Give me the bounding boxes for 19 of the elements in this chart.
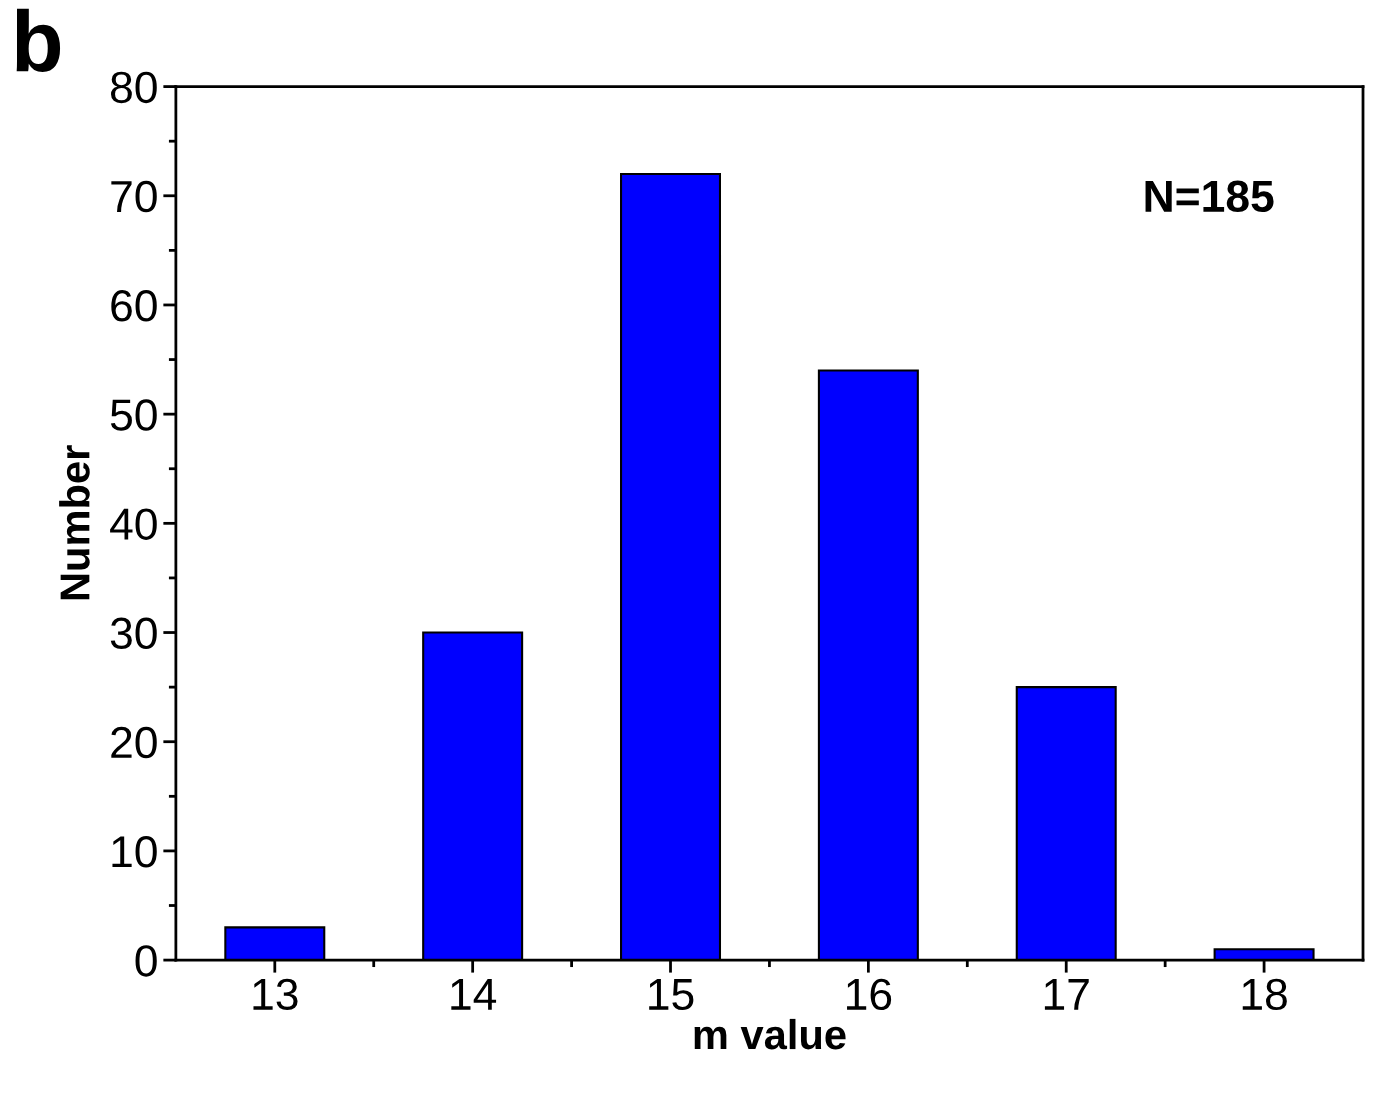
- y-tick-label: 50: [110, 399, 157, 431]
- annotation: N=185: [1145, 180, 1274, 213]
- y-tick-label: 30: [110, 617, 157, 650]
- y-tick-label: 70: [111, 180, 157, 213]
- text: b: [16, 8, 61, 73]
- y-tick-label: 10: [112, 835, 157, 868]
- x-tick-label: 18: [1242, 978, 1287, 1011]
- y-tick-label: 80: [111, 71, 157, 104]
- x-tick-label: 16: [847, 978, 892, 1011]
- y-tick-label: 40: [110, 508, 157, 540]
- x-tick-label: 17: [1044, 979, 1089, 1010]
- x-tick-label: 15: [649, 979, 694, 1011]
- x-tick-label: 13: [253, 978, 298, 1011]
- x-axis-title: m value: [694, 1018, 846, 1050]
- y-tick-label: 0: [135, 945, 157, 977]
- y-axis-title: Number: [59, 445, 90, 600]
- x-tick-label: 14: [451, 979, 497, 1010]
- y-tick-label: 60: [111, 290, 157, 322]
- y-tick-label: 20: [111, 726, 157, 759]
